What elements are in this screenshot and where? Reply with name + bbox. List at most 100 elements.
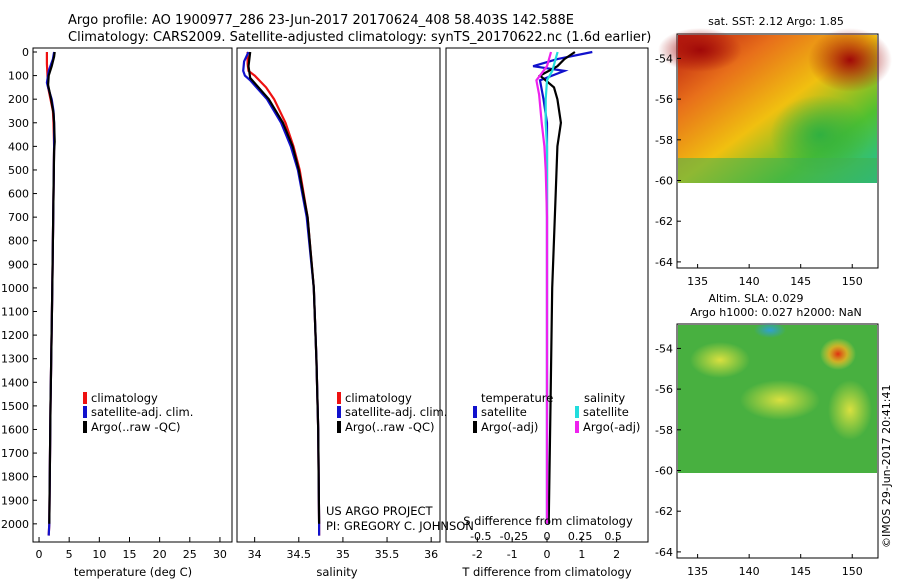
top-tick-label: -0.25	[500, 530, 528, 543]
x-tick-label: 0	[36, 548, 43, 561]
depth-tick-label: 100	[8, 70, 29, 83]
x-tick-label: 34	[248, 548, 262, 561]
series-line	[46, 51, 56, 524]
map-y-tick-label: -58	[655, 424, 673, 437]
sla-map-title-2: Argo h1000: 0.027 h2000: NaN	[690, 306, 862, 319]
x-tick-label: 2	[613, 548, 620, 561]
sst-warm-patch-east	[808, 28, 892, 92]
depth-tick-label: 1100	[1, 306, 29, 319]
legend-swatch-satellite	[83, 406, 87, 418]
sla-low-spot	[754, 322, 786, 338]
top-tick-label: -0.5	[470, 530, 491, 543]
salinity-lines	[242, 51, 321, 536]
legend-label-sal-satellite: satellite	[583, 405, 629, 419]
difference-panel: -2 -1 0 1 2 -0.5 -0.25 0 0.25 0.5 S difference f…	[445, 47, 649, 579]
depth-tick-label: 500	[8, 164, 29, 177]
map-y-tick-label: -54	[655, 342, 673, 355]
legend-label-argo: Argo(..raw -QC)	[345, 420, 435, 434]
depth-tick-label: 1900	[1, 494, 29, 507]
depth-tick-label: 1200	[1, 329, 29, 342]
sst-cool-patch	[770, 95, 870, 175]
temperature-plot-frame	[32, 47, 233, 543]
map-y-tick-label: -64	[655, 546, 673, 559]
legend-swatch-satellite	[337, 406, 341, 418]
map-y-tick-label: -64	[655, 256, 673, 269]
legend-label-climatology: climatology	[345, 391, 412, 405]
depth-tick-label: 1600	[1, 423, 29, 436]
map-y-tick-label: -56	[655, 93, 673, 106]
salinity-panel: 34 34.5 35 35.5 36 salinity climatology sate…	[236, 47, 474, 579]
sla-map-field	[678, 322, 877, 473]
legend-header-temperature: temperature	[481, 391, 553, 405]
depth-tick-label: 1700	[1, 447, 29, 460]
map-x-tick-label: 145	[790, 565, 811, 578]
depth-tick-label: 1000	[1, 282, 29, 295]
series-line	[535, 51, 553, 524]
temperature-panel: 0100200300400500600700800900100011001200…	[1, 46, 233, 579]
salinity-plot-frame	[236, 47, 441, 543]
pi-label: PI: GREGORY C. JOHNSON	[326, 519, 474, 533]
depth-tick-label: 0	[22, 46, 29, 59]
map-y-tick-label: -56	[655, 383, 673, 396]
map-x-tick-label: 145	[790, 275, 811, 288]
difference-x-ticks: -2 -1 0 1 2	[472, 537, 620, 561]
legend-swatch-temp-argo	[473, 421, 477, 433]
legend-swatch-climatology	[83, 392, 87, 404]
depth-tick-label: 600	[8, 188, 29, 201]
temperature-lines	[45, 51, 56, 536]
legend-swatch-sal-satellite	[575, 406, 579, 418]
legend-swatch-sal-argo	[575, 421, 579, 433]
depth-axis-ticks: 0 100 200 300 400 500 600 700 800 900 1000 1100 1200…	[1, 46, 37, 531]
sla-yellow-patch-3	[828, 380, 872, 440]
depth-tick-label: 1500	[1, 400, 29, 413]
difference-top-ticks: -0.5 -0.25 0 0.25 0.5	[470, 530, 622, 543]
x-tick-label: 35	[336, 548, 350, 561]
depth-tick-label: 1300	[1, 353, 29, 366]
sst-map-field	[658, 28, 892, 183]
depth-tick-label: 800	[8, 235, 29, 248]
legend-header-salinity: salinity	[584, 391, 625, 405]
legend-swatch-argo	[83, 421, 87, 433]
temperature-xlabel: temperature (deg C)	[74, 565, 192, 579]
sst-warm-patch-west	[658, 28, 742, 72]
x-tick-label: 20	[153, 548, 167, 561]
sst-x-ticks: 135 140 145 150	[687, 264, 863, 288]
sla-map-title-1: Altim. SLA: 0.029	[708, 292, 803, 305]
map-x-tick-label: 135	[687, 275, 708, 288]
top-tick-label: 0.5	[604, 530, 622, 543]
legend-label-sal-argo: Argo(-adj)	[583, 420, 640, 434]
x-tick-label: 34.5	[287, 548, 312, 561]
sst-map-title: sat. SST: 2.12 Argo: 1.85	[708, 15, 844, 28]
x-tick-label: 15	[122, 548, 136, 561]
map-y-tick-label: -62	[655, 215, 673, 228]
map-x-tick-label: 150	[842, 565, 863, 578]
difference-legend: temperature salinity satellite Argo(-adj…	[473, 391, 640, 434]
salinity-xlabel: salinity	[316, 565, 357, 579]
x-tick-label: 5	[66, 548, 73, 561]
x-tick-label: 30	[213, 548, 227, 561]
x-tick-label: 36	[424, 548, 438, 561]
map-x-tick-label: 140	[739, 565, 760, 578]
sla-high-spot	[820, 338, 856, 370]
depth-tick-label: 200	[8, 93, 29, 106]
top-tick-label: 0	[544, 530, 551, 543]
legend-label-temp-argo: Argo(-adj)	[481, 420, 538, 434]
temperature-x-ticks: 0 5 10 15 20 25 30	[36, 537, 227, 561]
x-tick-label: -1	[507, 548, 518, 561]
sla-map-panel: Altim. SLA: 0.029 Argo h1000: 0.027 h200…	[655, 292, 879, 578]
map-x-tick-label: 140	[739, 275, 760, 288]
map-y-tick-label: -58	[655, 134, 673, 147]
salinity-legend: climatology satellite-adj. clim. Argo(..…	[337, 391, 447, 434]
legend-label-argo: Argo(..raw -QC)	[91, 420, 181, 434]
depth-tick-label: 300	[8, 117, 29, 130]
legend-label-satellite: satellite-adj. clim.	[91, 405, 193, 419]
imos-timestamp: ©IMOS 29-Jun-2017 20:41:41	[880, 384, 893, 548]
series-line	[538, 51, 576, 524]
x-tick-label: 1	[578, 548, 585, 561]
x-tick-label: -2	[472, 548, 483, 561]
depth-tick-label: 1400	[1, 376, 29, 389]
project-label: US ARGO PROJECT	[326, 504, 434, 518]
difference-top-xlabel: S difference from climatology	[463, 514, 633, 528]
salinity-x-ticks: 34 34.5 35 35.5 36	[248, 537, 438, 561]
